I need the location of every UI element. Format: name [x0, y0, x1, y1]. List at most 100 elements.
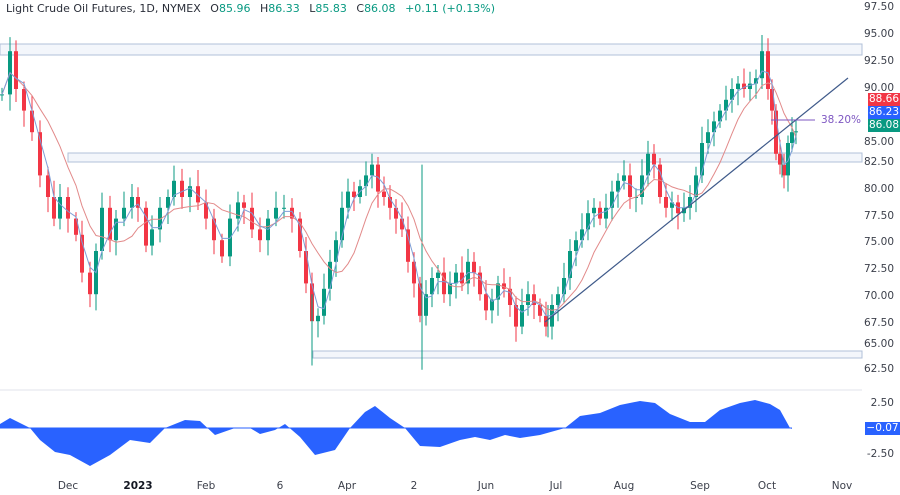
candle: [418, 283, 422, 316]
candle: [526, 294, 530, 305]
candle: [304, 251, 308, 284]
candle: [328, 261, 332, 289]
price-tick: 77.50: [863, 210, 894, 222]
time-label: Sep: [690, 480, 710, 492]
price-tick: 80.00: [863, 183, 894, 195]
candle: [604, 207, 608, 219]
candle: [66, 197, 70, 219]
candle: [556, 294, 560, 305]
candle: [346, 191, 350, 208]
candle: [520, 305, 524, 327]
candle: [364, 175, 368, 187]
last-price-badge: 86.08: [868, 119, 900, 132]
resistance-zone-upper[interactable]: [0, 43, 863, 56]
oscillator-value-badge: −0.07: [865, 422, 900, 435]
candle: [188, 186, 192, 197]
candle: [412, 261, 416, 284]
candle: [670, 202, 674, 208]
candle: [742, 83, 746, 89]
candle: [14, 51, 18, 89]
candle: [794, 131, 798, 133]
candle: [38, 132, 42, 176]
candle: [30, 110, 34, 133]
price-tick: 67.50: [863, 317, 894, 329]
candle: [490, 299, 494, 311]
candle: [782, 164, 786, 176]
price-tick: 65.00: [863, 338, 894, 350]
candle: [388, 197, 392, 208]
candle: [610, 191, 614, 208]
candle: [736, 83, 740, 89]
price-tick: 90.00: [863, 82, 894, 94]
candle: [74, 218, 78, 235]
change-value: +0.11 (+0.13%): [405, 2, 496, 15]
candle: [108, 207, 112, 241]
candle: [496, 283, 500, 300]
candle: [574, 240, 578, 251]
candle: [786, 143, 790, 176]
candle: [514, 305, 518, 327]
candle: [172, 180, 176, 197]
candle: [376, 164, 380, 192]
candle: [150, 229, 154, 246]
candle: [88, 272, 92, 295]
candle: [484, 294, 488, 311]
candle: [334, 240, 338, 262]
candle: [316, 315, 320, 322]
candle: [766, 51, 770, 89]
candle: [52, 197, 56, 219]
candle: [502, 283, 506, 289]
resistance-zone-mid[interactable]: [67, 152, 863, 163]
price-tick: 62.50: [863, 363, 894, 375]
price-tick: 72.50: [863, 263, 894, 275]
candlestick-series: [0, 35, 798, 370]
time-label: Jul: [549, 480, 563, 492]
time-label: Nov: [831, 480, 853, 492]
candle: [158, 207, 162, 230]
candle: [586, 213, 590, 230]
candle: [282, 207, 286, 209]
support-zone-low[interactable]: [312, 350, 863, 359]
candle: [242, 202, 246, 208]
candle: [724, 99, 728, 111]
candle: [424, 294, 428, 316]
candle: [580, 229, 584, 241]
candle: [448, 283, 452, 295]
fast-ma-badge: 86.23: [868, 106, 900, 119]
candle: [122, 207, 126, 219]
close-key: C: [356, 2, 365, 15]
open-value: 85.96: [218, 2, 251, 15]
candle: [442, 272, 446, 295]
price-tick: 82.50: [863, 156, 894, 168]
candle: [622, 175, 626, 181]
candle: [290, 207, 294, 219]
candle: [790, 132, 794, 143]
candle: [258, 229, 262, 241]
candle: [700, 143, 704, 176]
candle: [688, 197, 692, 208]
candle: [136, 197, 140, 208]
candle: [196, 186, 200, 203]
candle: [478, 272, 482, 295]
price-tick: 97.50: [863, 1, 894, 13]
candle: [382, 191, 386, 197]
uptrend-line[interactable]: [544, 77, 849, 323]
time-label: Dec: [57, 480, 79, 492]
candle: [748, 83, 752, 89]
candle: [562, 278, 566, 295]
time-label: Aug: [613, 480, 635, 492]
slow-moving-average: [1, 71, 797, 311]
candle: [400, 218, 404, 230]
candle: [778, 153, 782, 165]
time-label: 6: [276, 480, 284, 492]
low-key: L: [309, 2, 316, 15]
candle: [592, 207, 596, 214]
price-tick: 92.50: [863, 55, 894, 67]
price-tick: 85.00: [863, 136, 894, 148]
candle: [508, 288, 512, 305]
candle: [180, 180, 184, 197]
candle: [770, 89, 774, 111]
candle: [628, 175, 632, 197]
candle: [394, 207, 398, 219]
